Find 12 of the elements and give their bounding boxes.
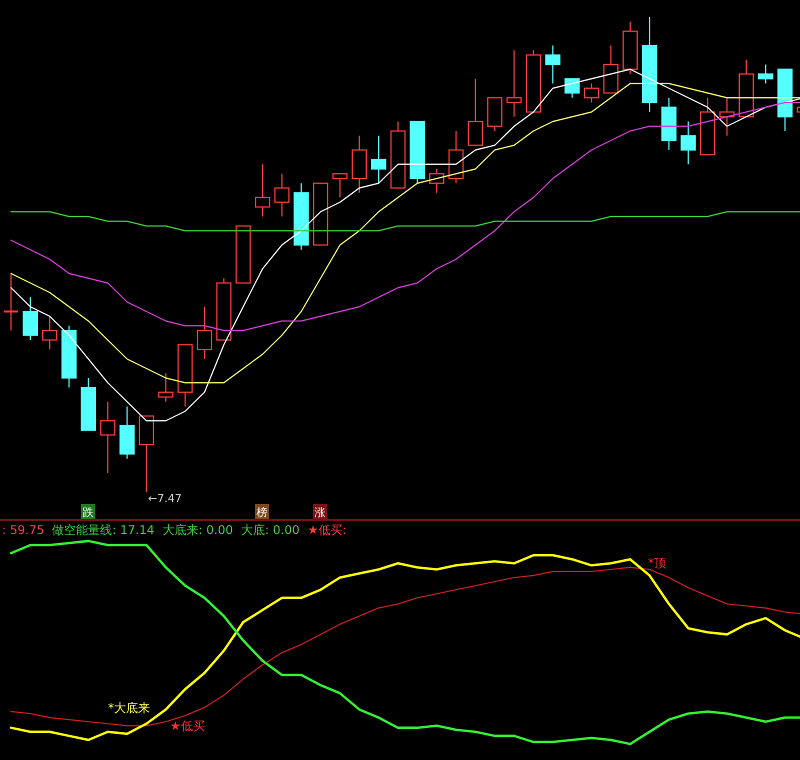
annotation: 做空能量线: 17.14	[52, 523, 154, 537]
annotation: ←7.47	[148, 492, 182, 505]
annotation: 涨	[314, 506, 326, 519]
annotation: *顶	[648, 556, 666, 570]
annotation: 跌	[82, 506, 94, 519]
annotation: : 59.75	[2, 523, 44, 537]
annotation: 榜	[256, 506, 268, 519]
annotation: ★低买:	[308, 523, 346, 537]
annotation: 大底来: 0.00	[162, 523, 234, 537]
annotation: 大底: 0.00	[241, 523, 300, 537]
annotation: ★低买	[170, 719, 205, 733]
annotation: *大底来	[108, 701, 150, 715]
